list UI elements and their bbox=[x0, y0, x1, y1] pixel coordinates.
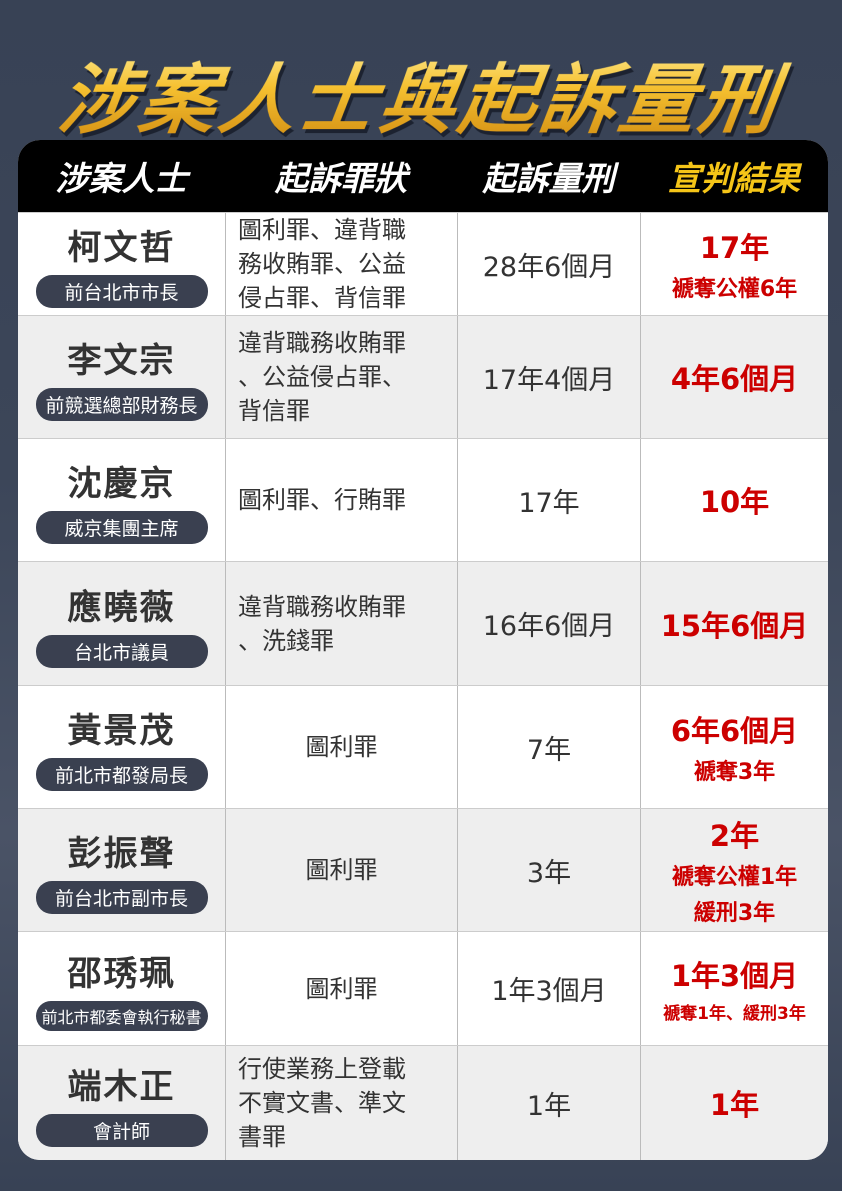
charge-line: 違背職務收賄罪 bbox=[238, 592, 406, 621]
table-row: 應曉薇台北市議員 違背職務收賄罪 、洗錢罪 16年6個月 15年6個月 bbox=[18, 561, 828, 685]
person-cell: 黃景茂前北市都發局長 bbox=[18, 686, 225, 808]
table-row: 邵琇珮前北市都委會執行秘書 圖利罪 1年3個月 1年3個月褫奪1年、緩刑3年 bbox=[18, 931, 828, 1045]
verdict-cell: 10年 bbox=[640, 439, 828, 561]
person-name: 應曉薇 bbox=[67, 587, 176, 628]
proposed-sentence-cell: 3年 bbox=[457, 809, 640, 931]
charges-cell: 圖利罪 bbox=[225, 686, 457, 808]
person-cell: 彭振聲前台北市副市長 bbox=[18, 809, 225, 931]
table-row: 沈慶京威京集團主席 圖利罪、行賄罪 17年 10年 bbox=[18, 438, 828, 561]
table-row: 李文宗前競選總部財務長 違背職務收賄罪 、公益侵占罪、 背信罪 17年4個月 4年6… bbox=[18, 315, 828, 438]
verdict-cell: 1年3個月褫奪1年、緩刑3年 bbox=[640, 932, 828, 1045]
role-badge: 會計師 bbox=[35, 1114, 208, 1147]
person-cell: 邵琇珮前北市都委會執行秘書 bbox=[18, 932, 225, 1045]
verdict-line: 褫奪公權1年 bbox=[671, 865, 798, 890]
role-badge: 前台北市市長 bbox=[35, 275, 208, 308]
table-row: 黃景茂前北市都發局長 圖利罪 7年 6年6個月褫奪3年 bbox=[18, 685, 828, 808]
verdict-cell: 17年褫奪公權6年 bbox=[640, 213, 828, 315]
proposed-sentence-cell: 7年 bbox=[457, 686, 640, 808]
charge-line: 違背職務收賄罪 bbox=[238, 329, 406, 357]
proposed-sentence: 3年 bbox=[526, 857, 572, 889]
person-name: 柯文哲 bbox=[67, 228, 176, 268]
verdict-cell: 15年6個月 bbox=[640, 562, 828, 685]
header-charges: 起訴罪狀 bbox=[275, 159, 407, 198]
role-badge: 前北市都發局長 bbox=[35, 758, 208, 791]
charge-line: 圖利罪 bbox=[305, 856, 378, 884]
person-cell: 李文宗前競選總部財務長 bbox=[18, 316, 225, 438]
verdict-cell: 6年6個月褫奪3年 bbox=[640, 686, 828, 808]
charges-cell: 違背職務收賄罪 、洗錢罪 bbox=[225, 562, 457, 685]
proposed-sentence-cell: 17年 bbox=[457, 439, 640, 561]
table-row: 彭振聲前台北市副市長 圖利罪 3年 2年褫奪公權1年 緩刑3年 bbox=[18, 808, 828, 931]
proposed-sentence-cell: 1年 bbox=[457, 1046, 640, 1160]
person-name: 端木正 bbox=[67, 1067, 176, 1107]
proposed-sentence: 1年3個月 bbox=[491, 976, 607, 1007]
person-cell: 應曉薇 台北市議員 bbox=[18, 562, 225, 685]
table-row: 柯文哲前台北市市長 圖利罪、違背職 務收賄罪、公益 侵占罪、背信罪 28年6個月 1… bbox=[18, 212, 828, 315]
verdict-line: 褫奪3年 bbox=[693, 760, 776, 785]
role-badge: 威京集團主席 bbox=[35, 511, 208, 544]
proposed-sentence: 1年 bbox=[526, 1090, 572, 1122]
charge-line: 務收賄罪、公益 bbox=[238, 250, 406, 278]
charges-cell: 圖利罪 bbox=[225, 932, 457, 1045]
verdict-line: 10年 bbox=[699, 485, 770, 519]
proposed-sentence: 17年 bbox=[518, 487, 580, 519]
person-cell: 端木正 會計師 bbox=[18, 1046, 225, 1160]
header-verdict: 宣判結果 bbox=[668, 159, 800, 198]
sentencing-table: 涉案人士 起訴罪狀 起訴量刑 宣判結果 柯文哲前台北市市長 圖利罪、違背職 務收賄… bbox=[18, 140, 828, 1160]
charge-line: 背信罪 bbox=[238, 397, 310, 425]
role-badge: 台北市議員 bbox=[35, 634, 208, 668]
verdict-cell: 1年 bbox=[640, 1046, 828, 1160]
charges-cell: 圖利罪、違背職 務收賄罪、公益 侵占罪、背信罪 bbox=[225, 213, 457, 315]
proposed-sentence: 17年4個月 bbox=[482, 364, 616, 396]
person-name: 彭振聲 bbox=[67, 834, 176, 874]
table-row: 端木正會計師 行使業務上登載 不實文書、準文 書罪 1年 1年 bbox=[18, 1045, 828, 1160]
verdict-cell: 4年6個月 bbox=[640, 316, 828, 438]
charge-line: 不實文書、準文 bbox=[238, 1089, 406, 1117]
charges-cell: 行使業務上登載 不實文書、準文 書罪 bbox=[225, 1046, 457, 1160]
person-cell: 柯文哲 前台北市市長 bbox=[18, 213, 225, 315]
verdict-line: 15年6個月 bbox=[660, 608, 809, 643]
proposed-sentence: 7年 bbox=[526, 734, 572, 766]
charge-line: 圖利罪、違背職 bbox=[238, 216, 406, 244]
person-name: 黃景茂 bbox=[67, 711, 176, 751]
role-badge: 前競選總部財務長 bbox=[35, 388, 208, 421]
header-proposed-sentence: 起訴量刑 bbox=[482, 159, 615, 198]
role-badge: 前台北市副市長 bbox=[35, 881, 208, 914]
proposed-sentence-cell: 16年6個月 bbox=[457, 562, 640, 685]
proposed-sentence: 16年6個月 bbox=[482, 611, 616, 642]
charges-cell: 違背職務收賄罪 、公益侵占罪、 背信罪 bbox=[225, 316, 457, 438]
charges-cell: 圖利罪 bbox=[225, 809, 457, 931]
charge-line: 、公益侵占罪、 bbox=[238, 363, 406, 391]
role-badge: 前北市都委會執行秘書 bbox=[35, 1001, 208, 1031]
verdict-cell: 2年褫奪公權1年 緩刑3年 bbox=[640, 809, 828, 931]
proposed-sentence-cell: 28年6個月 bbox=[457, 213, 640, 315]
proposed-sentence-cell: 1年3個月 bbox=[457, 932, 640, 1045]
charge-line: 圖利罪 bbox=[305, 733, 378, 761]
charge-line: 行使業務上登載 bbox=[238, 1055, 406, 1083]
table-header: 涉案人士 起訴罪狀 起訴量刑 宣判結果 bbox=[18, 140, 828, 212]
charge-line: 書罪 bbox=[238, 1123, 286, 1151]
person-name: 沈慶京 bbox=[67, 464, 176, 504]
verdict-line: 6年6個月 bbox=[670, 714, 799, 748]
verdict-line: 1年 bbox=[709, 1088, 760, 1122]
person-cell: 沈慶京 威京集團主席 bbox=[18, 439, 225, 561]
verdict-line: 緩刑3年 bbox=[693, 901, 776, 926]
charges-cell: 圖利罪、行賄罪 bbox=[225, 439, 457, 561]
charge-line: 、洗錢罪 bbox=[238, 626, 334, 655]
verdict-line: 褫奪1年、緩刑3年 bbox=[663, 1004, 806, 1024]
charge-line: 圖利罪、行賄罪 bbox=[238, 486, 406, 514]
person-name: 李文宗 bbox=[67, 341, 176, 381]
verdict-line: 4年6個月 bbox=[670, 362, 799, 396]
page-title: 涉案人士與起訴量刑 bbox=[0, 38, 842, 148]
verdict-line: 1年3個月 bbox=[670, 959, 799, 993]
header-person: 涉案人士 bbox=[55, 159, 188, 198]
charge-line: 圖利罪 bbox=[305, 974, 378, 1003]
verdict-line: 褫奪公權6年 bbox=[671, 277, 798, 302]
verdict-line: 2年 bbox=[709, 819, 760, 853]
verdict-line: 17年 bbox=[699, 231, 770, 265]
proposed-sentence: 28年6個月 bbox=[482, 251, 616, 283]
person-name: 邵琇珮 bbox=[67, 954, 176, 994]
charge-line: 侵占罪、背信罪 bbox=[238, 284, 406, 312]
proposed-sentence-cell: 17年4個月 bbox=[457, 316, 640, 438]
